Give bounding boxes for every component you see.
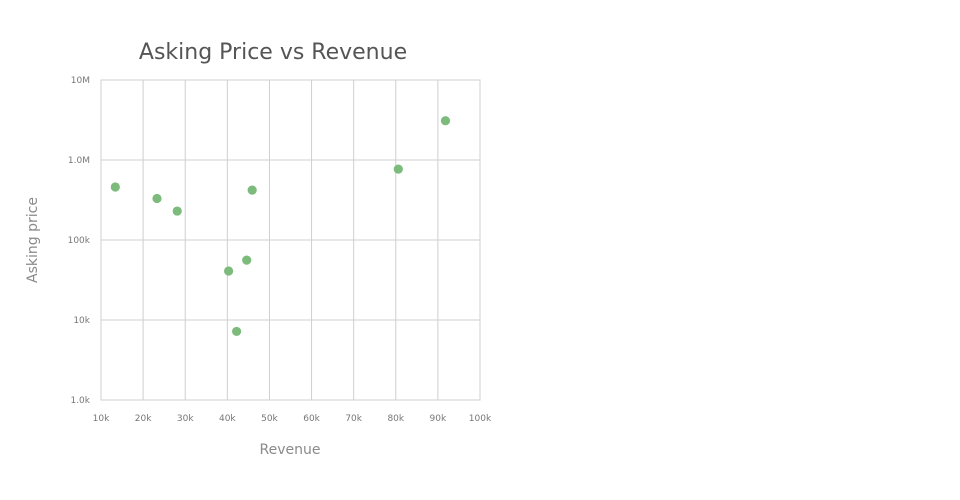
x-tick-label: 100k [469,414,492,424]
y-tick-label: 1.0M [68,156,90,166]
x-tick-label: 90k [430,414,447,424]
data-point [440,116,451,126]
y-tick-label: 10M [71,76,90,86]
data-point [223,266,234,276]
data-point [152,193,162,204]
x-axis-title: Revenue [260,442,321,458]
x-tick-label: 20k [135,414,152,424]
data-point [110,182,120,192]
grid [100,79,481,401]
data-point [172,206,182,216]
y-axis-ticks: 1.0k 10k 100k 1.0M 10M [68,76,91,406]
x-tick-label: 30k [177,414,194,424]
x-tick-label: 70k [345,414,362,424]
data-point [242,255,252,265]
y-axis-title: Asking price [25,197,41,283]
chart-title: Asking Price vs Revenue [139,40,407,65]
data-point [247,185,257,195]
x-tick-label: 10k [93,414,110,424]
x-tick-label: 40k [219,414,236,424]
x-tick-label: 50k [261,414,278,424]
x-tick-label: 80k [387,414,404,424]
x-axis-ticks: 10k 20k 30k 40k 50k 60k 70k 80k 90k 100k [93,414,492,424]
plot-area [100,79,481,401]
x-tick-label: 60k [303,414,320,424]
y-tick-label: 10k [73,316,90,326]
data-point [393,164,403,174]
data-point [231,326,242,337]
data-points [110,116,451,337]
y-tick-label: 1.0k [70,396,90,406]
y-tick-label: 100k [68,236,91,246]
